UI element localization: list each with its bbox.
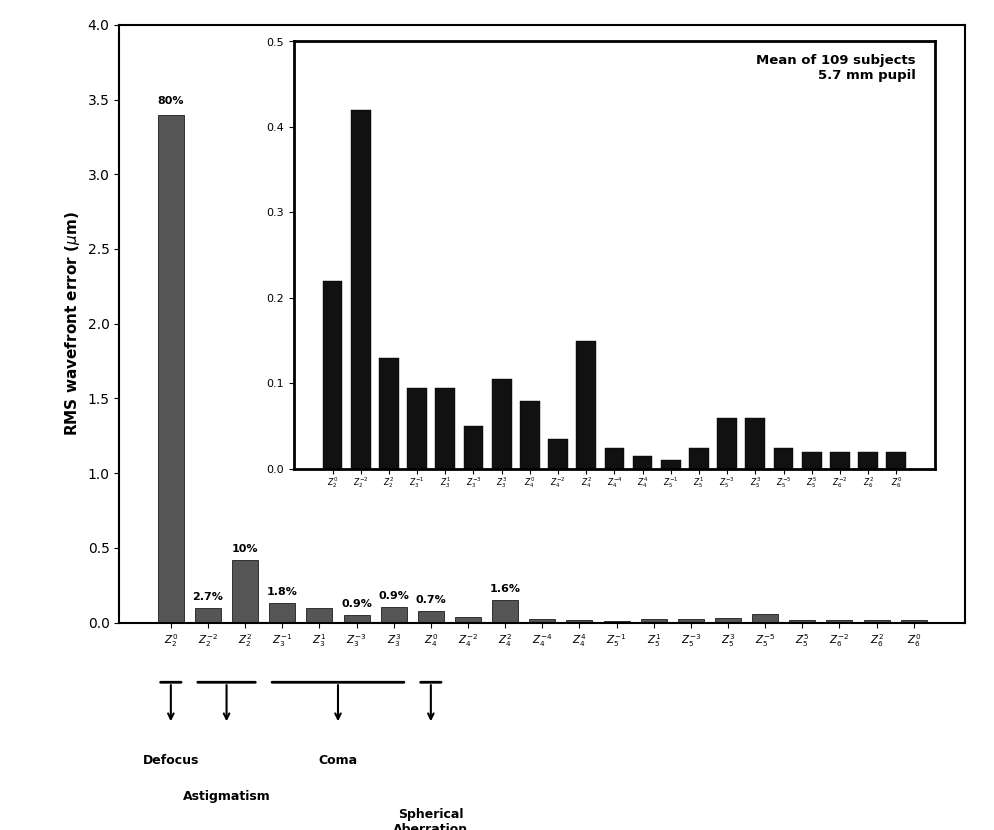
Text: 10%: 10% xyxy=(232,544,258,554)
Text: Defocus: Defocus xyxy=(142,754,199,767)
Bar xyxy=(491,379,511,469)
Bar xyxy=(548,439,568,469)
Bar xyxy=(677,619,703,622)
Bar xyxy=(640,619,666,622)
Bar xyxy=(379,358,399,469)
Bar xyxy=(343,615,369,622)
Bar xyxy=(520,401,539,469)
Bar xyxy=(158,115,184,622)
Bar xyxy=(417,611,443,622)
Bar xyxy=(689,447,708,469)
Bar xyxy=(717,417,737,469)
Bar xyxy=(858,452,877,469)
Text: Mean of 109 subjects
5.7 mm pupil: Mean of 109 subjects 5.7 mm pupil xyxy=(755,54,915,82)
Bar xyxy=(604,447,623,469)
Bar xyxy=(900,619,925,622)
Bar xyxy=(801,452,821,469)
Text: 0.7%: 0.7% xyxy=(415,594,445,604)
Bar xyxy=(322,281,342,469)
Bar xyxy=(454,618,480,622)
Bar xyxy=(381,607,407,622)
Text: 2.7%: 2.7% xyxy=(193,593,224,603)
Text: 0.9%: 0.9% xyxy=(341,599,372,609)
Bar xyxy=(269,603,295,622)
Bar xyxy=(576,340,595,469)
Bar xyxy=(863,619,889,622)
Text: Spherical
Aberration: Spherical Aberration xyxy=(393,808,468,830)
Text: 0.9%: 0.9% xyxy=(378,591,409,601)
Bar xyxy=(829,452,849,469)
Bar xyxy=(715,618,741,622)
Bar xyxy=(195,608,221,622)
Bar xyxy=(351,110,370,469)
Bar xyxy=(463,427,483,469)
Y-axis label: RMS wavefront error ($\mu$m): RMS wavefront error ($\mu$m) xyxy=(63,212,83,436)
Text: 80%: 80% xyxy=(157,95,184,105)
Bar xyxy=(826,619,852,622)
Text: Astigmatism: Astigmatism xyxy=(183,790,270,803)
Bar xyxy=(407,388,426,469)
Bar xyxy=(660,461,680,469)
Text: Coma: Coma xyxy=(318,754,357,767)
Bar xyxy=(603,621,629,622)
Bar xyxy=(492,600,518,622)
Bar xyxy=(788,619,814,622)
Bar xyxy=(232,559,257,622)
Bar xyxy=(751,614,777,622)
Bar xyxy=(529,619,555,622)
Bar xyxy=(773,447,792,469)
Bar xyxy=(745,417,764,469)
Bar xyxy=(435,388,454,469)
Bar xyxy=(566,620,591,622)
Text: 1.8%: 1.8% xyxy=(266,587,297,597)
Bar xyxy=(632,457,652,469)
Bar xyxy=(306,608,332,622)
Bar xyxy=(886,452,906,469)
Text: 1.6%: 1.6% xyxy=(489,584,520,594)
